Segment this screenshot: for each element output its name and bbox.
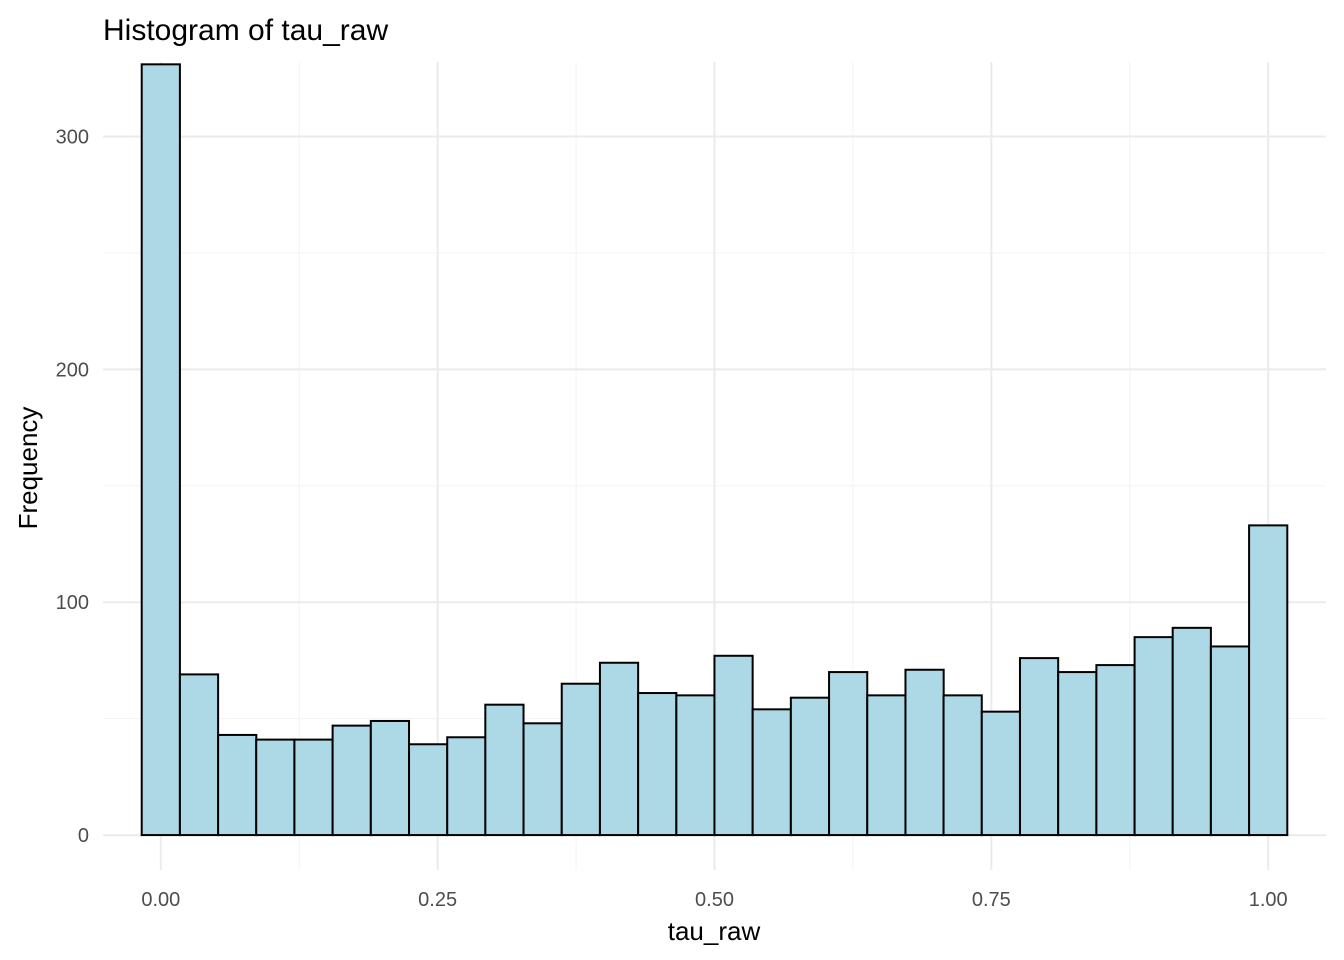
y-tick-label: 0 [78,825,89,847]
histogram-bar [904,668,945,837]
histogram-bar [598,661,640,837]
x-tick-label: 0.50 [695,889,734,911]
y-tick-label: 300 [56,127,89,149]
histogram-bar [331,724,372,837]
histogram-bar [866,694,907,837]
histogram-bar [369,719,411,837]
histogram-bar [446,736,487,837]
x-tick-label: 1.00 [1249,889,1288,911]
histogram-bar [980,710,1021,837]
histogram-bar [1057,671,1098,837]
histogram-bar [178,673,220,837]
histogram-bar [140,63,181,837]
histogram-bar [484,703,525,837]
histogram-bar [1209,645,1251,837]
chart-title: Histogram of tau_raw [103,14,388,47]
x-axis-title: tau_raw [668,916,761,946]
histogram-bar [1248,524,1289,837]
y-tick-label: 200 [56,359,89,381]
histogram-bar [217,733,258,837]
tick-labels: 0.00 0.25 0.50 0.75 1.00 0 100 200 300 [56,127,1288,911]
y-tick-label: 100 [56,592,89,614]
y-axis-title: Frequency [13,407,43,530]
histogram-bar [751,708,792,837]
histogram-bar [1133,636,1174,837]
histogram-bar [789,696,831,837]
histogram-bar [1095,664,1136,837]
histogram-bars [140,63,1289,837]
x-tick-label: 0.75 [972,889,1011,911]
histogram-bar [255,738,296,837]
histogram-bar [942,694,983,837]
histogram-bar [828,671,869,837]
histogram-bar [1171,626,1212,837]
histogram-bar [408,743,449,837]
x-tick-label: 0.25 [418,889,457,911]
histogram-bar [293,738,334,837]
histogram-bar [1018,657,1060,837]
histogram-bar [637,692,678,837]
histogram-bar [560,682,601,837]
histogram-bar [713,654,754,837]
histogram-bar [675,694,716,837]
histogram-bar [522,722,563,837]
x-tick-label: 0.00 [141,889,180,911]
